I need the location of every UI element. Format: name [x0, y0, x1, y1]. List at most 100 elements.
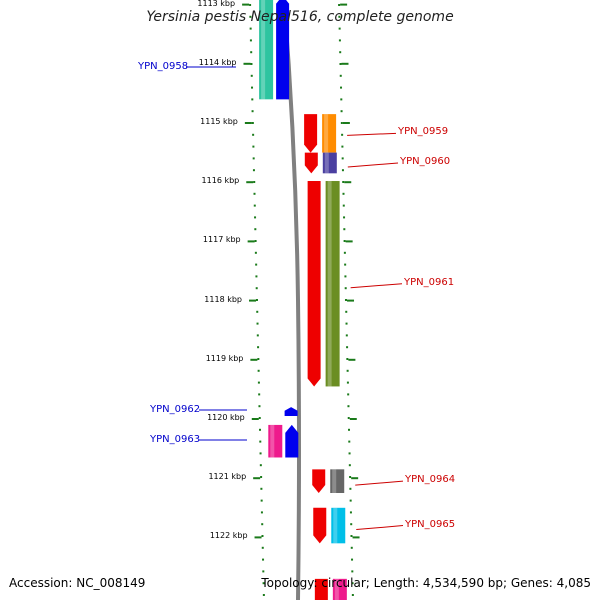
- major-tick: [246, 181, 254, 184]
- gene-feature: [259, 0, 274, 100]
- outer-tick: [351, 582, 354, 585]
- backbone-line: [282, 0, 301, 600]
- inner-tick: [262, 582, 265, 585]
- inner-tick: [249, 27, 252, 30]
- outer-tick: [346, 369, 349, 372]
- major-tick-outer: [348, 358, 356, 361]
- inner-tick: [260, 511, 263, 514]
- inner-tick: [259, 452, 262, 455]
- inner-tick: [249, 39, 252, 42]
- major-tick: [243, 62, 251, 65]
- scale-label: 1115 kbp: [200, 117, 238, 126]
- inner-tick: [257, 346, 260, 349]
- scale-label: 1122 kbp: [209, 531, 248, 541]
- outer-tick: [344, 287, 347, 290]
- gene-feature-highlight: [324, 114, 329, 153]
- outer-tick: [340, 122, 343, 124]
- outer-tick: [338, 15, 341, 18]
- inner-tick: [260, 476, 263, 478]
- major-tick-outer: [340, 3, 348, 6]
- gene-feature-highlight: [334, 578, 339, 600]
- scale-label: 1118 kbp: [204, 294, 242, 304]
- inner-tick: [251, 98, 254, 101]
- outer-tick: [343, 240, 346, 242]
- major-tick-outer: [345, 240, 353, 243]
- inner-tick: [255, 299, 258, 301]
- scale-label: 1117 kbp: [202, 235, 241, 245]
- gene-feature-highlight: [324, 152, 329, 174]
- major-tick: [254, 536, 262, 539]
- inner-tick: [261, 546, 264, 549]
- inner-tick: [255, 287, 258, 290]
- inner-tick: [255, 263, 258, 266]
- inner-tick: [252, 169, 255, 172]
- inner-tick: [254, 251, 257, 254]
- major-tick: [251, 418, 259, 420]
- gene-label: YPN_0962: [150, 404, 201, 415]
- cds-reverse: [314, 578, 328, 600]
- inner-tick: [249, 15, 252, 18]
- inner-tick: [257, 381, 260, 384]
- major-tick-outer: [344, 181, 352, 184]
- inner-tick: [262, 558, 265, 561]
- outer-tick: [347, 393, 350, 396]
- inner-tick: [259, 428, 262, 431]
- leader-line: [350, 283, 403, 289]
- inner-tick: [253, 204, 256, 207]
- cds-reverse: [313, 507, 327, 544]
- inner-tick: [252, 133, 255, 136]
- outer-tick: [350, 546, 353, 549]
- inner-tick: [256, 322, 259, 325]
- gene-feature-highlight: [261, 0, 266, 100]
- outer-tick: [348, 452, 351, 455]
- gene-feature: [331, 507, 346, 544]
- gene-feature: [268, 424, 283, 458]
- inner-tick: [259, 440, 262, 443]
- inner-tick: [249, 4, 252, 6]
- major-tick: [242, 3, 250, 6]
- inner-tick: [251, 110, 254, 113]
- gene-label: YPN_0963: [150, 434, 201, 445]
- gene-label: YPN_0961: [404, 276, 455, 288]
- gene-feature: [322, 152, 337, 174]
- gene-feature: [325, 181, 340, 387]
- outer-tick: [340, 98, 343, 101]
- outer-tick: [346, 346, 349, 349]
- scale-label: 1119 kbp: [205, 353, 244, 363]
- outer-tick: [342, 192, 345, 195]
- gene-feature-highlight: [333, 507, 338, 544]
- outer-tick: [346, 381, 349, 384]
- outer-tick: [343, 216, 346, 219]
- inner-tick: [261, 523, 264, 526]
- major-tick-outer: [352, 536, 360, 539]
- inner-tick: [257, 369, 260, 372]
- scale-label: 1121 kbp: [208, 472, 247, 482]
- outer-tick: [349, 511, 352, 514]
- genome-backbone: [282, 0, 301, 600]
- outer-tick: [341, 145, 344, 148]
- accession-text: Accession: NC_008149: [9, 576, 146, 590]
- gene-label: YPN_0959: [398, 126, 449, 138]
- gene-feature: [332, 578, 347, 600]
- outer-tick: [343, 228, 346, 231]
- inner-tick: [254, 228, 257, 231]
- outer-tick: [344, 275, 347, 278]
- inner-tick: [252, 145, 255, 148]
- cds-forward: [284, 407, 298, 417]
- major-tick: [253, 477, 261, 480]
- outer-tick: [339, 51, 342, 54]
- major-tick-outer: [342, 122, 350, 124]
- label-leaders: [186, 66, 404, 531]
- major-tick: [244, 122, 252, 124]
- cds-reverse: [304, 152, 318, 174]
- outer-tick: [340, 110, 343, 113]
- leader-line: [355, 480, 404, 486]
- inner-tick: [254, 216, 257, 219]
- leader-line: [347, 132, 397, 136]
- major-tick-outer: [341, 62, 349, 65]
- tick-rings: [242, 3, 360, 596]
- gene-feature-highlight: [332, 469, 337, 493]
- outer-tick: [338, 39, 341, 42]
- leader-line: [356, 525, 404, 531]
- inner-tick: [260, 487, 263, 490]
